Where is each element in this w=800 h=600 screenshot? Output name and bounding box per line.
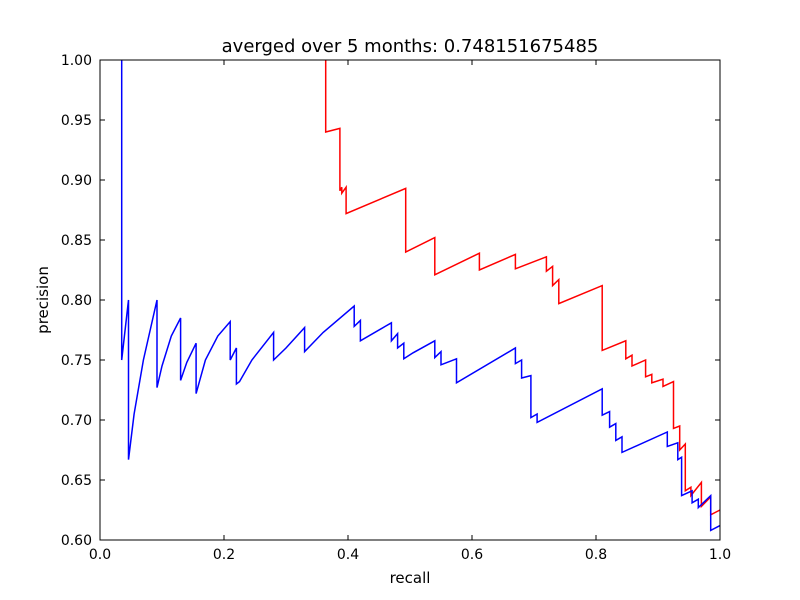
x-tick-label: 0.8 bbox=[585, 547, 607, 563]
y-tick-label: 0.80 bbox=[61, 293, 92, 309]
y-tick-label: 0.75 bbox=[61, 353, 92, 369]
axis-ticks: 0.0 0.2 0.4 0.6 0.8 1.0 0.60 0.65 0.70 0.75 0.80 0.… bbox=[61, 53, 731, 563]
chart-title: averged over 5 months: 0.748151675485 bbox=[222, 36, 599, 57]
series-line-1 bbox=[324, 60, 721, 517]
x-tick-label: 1.0 bbox=[709, 547, 731, 563]
y-tick-label: 0.60 bbox=[61, 533, 92, 549]
x-axis-label: recall bbox=[390, 569, 431, 587]
y-axis-label: precision bbox=[34, 266, 52, 334]
x-tick-label: 0.4 bbox=[337, 547, 359, 563]
y-tick-label: 0.90 bbox=[61, 173, 92, 189]
y-tick-label: 0.70 bbox=[61, 413, 92, 429]
plot-lines bbox=[120, 60, 721, 532]
y-tick-label: 0.95 bbox=[61, 113, 92, 129]
y-tick-label: 1.00 bbox=[61, 53, 92, 69]
series-line-2 bbox=[120, 60, 721, 532]
x-tick-label: 0.0 bbox=[89, 547, 111, 563]
x-tick-label: 0.2 bbox=[213, 547, 235, 563]
y-tick-label: 0.85 bbox=[61, 233, 92, 249]
x-tick-label: 0.6 bbox=[461, 547, 483, 563]
y-tick-label: 0.65 bbox=[61, 473, 92, 489]
